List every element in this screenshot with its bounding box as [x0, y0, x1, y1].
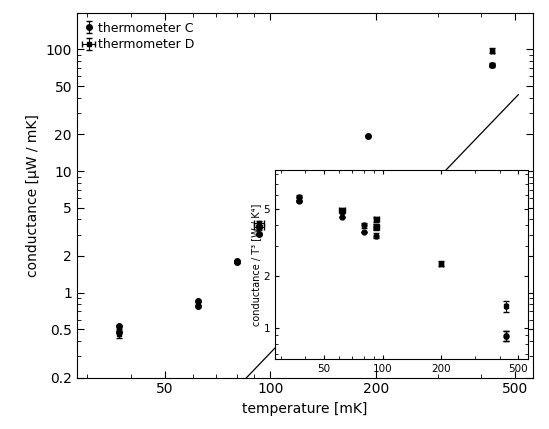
Legend: thermometer C, thermometer D: thermometer C, thermometer D [81, 17, 199, 56]
Y-axis label: conductance [μW / mK]: conductance [μW / mK] [26, 114, 40, 277]
X-axis label: temperature [mK]: temperature [mK] [242, 402, 367, 416]
